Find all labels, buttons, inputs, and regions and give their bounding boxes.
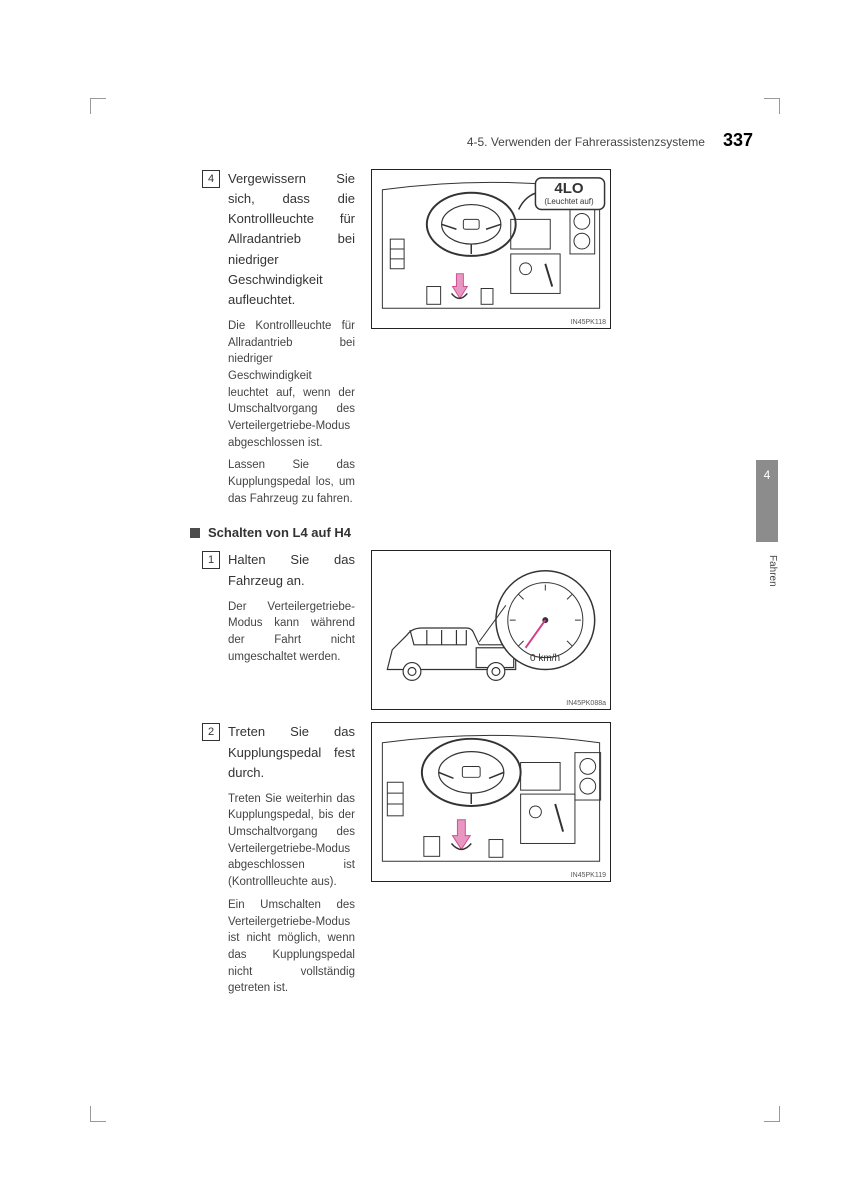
crop-mark	[90, 98, 106, 114]
step-number: 1	[208, 554, 214, 566]
step-body-p1: Die Kontrollleuchte für Allradantrieb be…	[228, 318, 355, 451]
step-number-box: 1	[202, 551, 220, 569]
step-title: Vergewissern Sie sich, dass die Kontroll…	[202, 169, 355, 310]
crop-mark	[90, 1106, 106, 1122]
subheading-row: Schalten von L4 auf H4	[130, 525, 753, 540]
step-body-p2: Ein Umschalten des Verteilergetriebe-Mod…	[228, 897, 355, 997]
step-body: Treten Sie weiterhin das Kupplungspedal,…	[202, 791, 355, 997]
step-text: 1 Halten Sie das Fahrzeug an. Der Vertei…	[130, 550, 355, 671]
diagram-vehicle-stop: 0 km/h IN45PK088a	[371, 550, 611, 710]
square-bullet-icon	[190, 528, 200, 538]
step-body-p1: Treten Sie weiterhin das Kupplungspedal,…	[228, 791, 355, 891]
side-tab: 4	[756, 460, 778, 542]
speed-label: 0 km/h	[530, 653, 560, 664]
crop-mark	[764, 1106, 780, 1122]
step-number: 2	[208, 726, 214, 738]
step-title: Treten Sie das Kupplungspedal fest durch…	[202, 722, 355, 782]
side-tab-number: 4	[764, 468, 771, 482]
subheading: Schalten von L4 auf H4	[208, 525, 351, 540]
step-text: 4 Vergewissern Sie sich, dass die Kontro…	[130, 169, 355, 513]
step-1: 1 Halten Sie das Fahrzeug an. Der Vertei…	[130, 550, 753, 710]
step-body: Der Verteilergetriebe-Modus kann während…	[202, 599, 355, 666]
step-body-p2: Lassen Sie das Kupplungspedal los, um da…	[228, 457, 355, 507]
diagram-dashboard-4lo: 4LO (Leuchtet auf) IN45PK118	[371, 169, 611, 329]
diagram-clutch-pedal: IN45PK119	[371, 722, 611, 882]
page-content: 4 Vergewissern Sie sich, dass die Kontro…	[130, 169, 753, 1003]
side-tab-label: Fahren	[767, 555, 778, 587]
step-4: 4 Vergewissern Sie sich, dass die Kontro…	[130, 169, 753, 513]
callout-main: 4LO	[536, 180, 602, 197]
image-code: IN45PK118	[571, 319, 606, 326]
step-number-box: 4	[202, 170, 220, 188]
crop-mark	[764, 98, 780, 114]
page-number: 337	[723, 130, 753, 151]
step-number: 4	[208, 173, 214, 185]
section-label: 4-5. Verwenden der Fahrerassistenzsystem…	[467, 135, 705, 149]
image-code: IN45PK088a	[566, 700, 606, 707]
step-body-p1: Der Verteilergetriebe-Modus kann während…	[228, 599, 355, 666]
step-2: 2 Treten Sie das Kupplungspedal fest dur…	[130, 722, 753, 1002]
callout-4lo: 4LO (Leuchtet auf)	[536, 180, 602, 206]
step-text: 2 Treten Sie das Kupplungspedal fest dur…	[130, 722, 355, 1002]
step-number-box: 2	[202, 723, 220, 741]
callout-sub: (Leuchtet auf)	[536, 197, 602, 206]
page-header: 4-5. Verwenden der Fahrerassistenzsystem…	[130, 130, 753, 151]
step-title: Halten Sie das Fahrzeug an.	[202, 550, 355, 590]
image-code: IN45PK119	[571, 872, 606, 879]
step-body: Die Kontrollleuchte für Allradantrieb be…	[202, 318, 355, 507]
